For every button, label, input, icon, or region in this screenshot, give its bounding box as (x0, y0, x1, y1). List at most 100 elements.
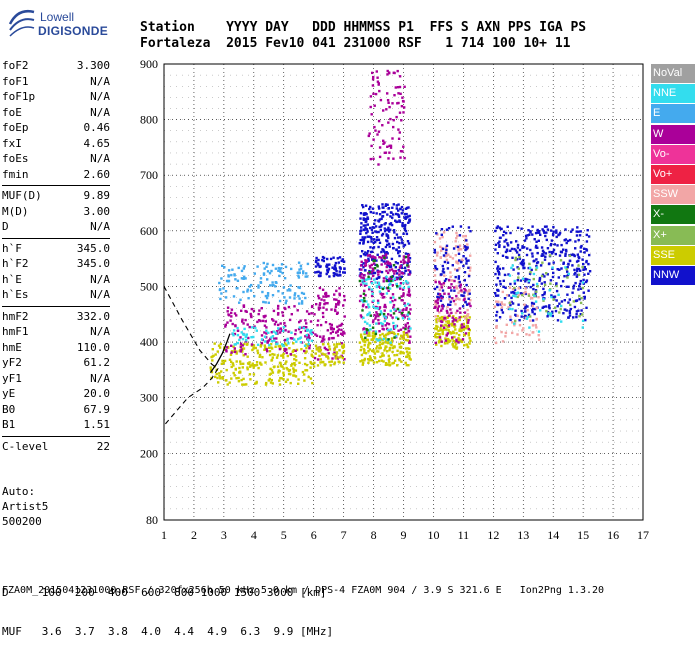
data-point (392, 327, 396, 330)
data-point (538, 338, 541, 341)
data-point (579, 287, 583, 290)
data-point (329, 257, 333, 261)
data-point (444, 328, 448, 331)
data-point (381, 203, 384, 206)
data-point (365, 282, 368, 285)
data-point (437, 292, 440, 295)
data-point (316, 270, 319, 274)
data-point (328, 345, 331, 348)
data-point (388, 349, 391, 352)
data-point (403, 316, 406, 319)
data-point (521, 245, 524, 248)
data-point (577, 238, 580, 242)
data-point (282, 367, 285, 370)
data-point (536, 231, 539, 234)
data-point (435, 232, 438, 235)
data-point (314, 344, 318, 347)
data-point (495, 226, 498, 230)
data-point (359, 229, 362, 233)
data-point (458, 339, 461, 342)
data-point (276, 365, 280, 368)
data-point (535, 240, 538, 243)
data-point (377, 83, 380, 86)
data-point (467, 273, 471, 276)
data-point (454, 319, 457, 322)
data-point (406, 347, 410, 350)
data-point (375, 277, 379, 280)
data-point (523, 239, 527, 242)
data-point (398, 296, 401, 300)
data-point (372, 92, 375, 95)
param-name: h`Es (2, 288, 29, 301)
data-point (403, 224, 407, 228)
data-point (454, 275, 457, 279)
data-point (575, 313, 578, 316)
param-row: foE N/A (2, 105, 110, 121)
data-point (467, 319, 470, 322)
data-point (539, 264, 543, 267)
data-point (545, 309, 548, 313)
data-point (444, 339, 448, 342)
data-point (464, 332, 468, 335)
data-point (388, 144, 391, 147)
data-point (503, 297, 507, 300)
data-point (500, 306, 504, 309)
data-point (392, 119, 395, 122)
data-point (534, 246, 538, 249)
data-point (371, 255, 375, 258)
data-point (283, 296, 286, 299)
param-value: N/A (90, 371, 110, 385)
data-point (392, 125, 395, 129)
data-point (440, 309, 443, 312)
data-point (494, 341, 498, 345)
data-point (447, 322, 451, 325)
data-point (399, 277, 402, 280)
data-point (377, 130, 381, 133)
data-point (239, 350, 242, 353)
data-point (552, 230, 555, 233)
data-point (358, 268, 362, 271)
data-point (579, 269, 582, 272)
data-point (514, 313, 517, 317)
data-point (505, 323, 508, 326)
data-point (533, 307, 537, 311)
data-point (434, 315, 437, 318)
x-tick-label: 13 (517, 528, 529, 542)
data-point (555, 231, 558, 234)
data-point (500, 302, 504, 306)
data-point (447, 324, 451, 327)
data-point (398, 85, 402, 89)
data-point (550, 294, 553, 297)
data-point (582, 268, 585, 271)
data-point (262, 273, 266, 276)
data-point (509, 318, 512, 322)
data-point (496, 303, 500, 307)
data-point (456, 320, 459, 323)
data-point (556, 244, 559, 247)
data-point (455, 260, 458, 263)
data-point (366, 338, 370, 342)
data-point (387, 236, 390, 240)
data-point (398, 273, 401, 276)
param-name: hmE (2, 340, 22, 354)
data-point (223, 266, 226, 269)
data-point (379, 225, 383, 228)
data-point (572, 316, 575, 319)
data-point (518, 257, 522, 260)
data-point (394, 298, 397, 302)
data-point (403, 314, 406, 317)
data-point (453, 323, 456, 326)
data-point (378, 330, 381, 333)
data-point (303, 357, 307, 360)
data-point (515, 240, 518, 243)
data-point (230, 315, 233, 318)
data-point (242, 354, 245, 357)
data-point (272, 283, 275, 287)
data-point (343, 294, 346, 298)
data-point (317, 297, 321, 300)
data-point (562, 262, 565, 265)
data-point (576, 267, 579, 270)
data-point (309, 330, 312, 334)
data-point (366, 240, 370, 244)
data-point (572, 284, 576, 287)
